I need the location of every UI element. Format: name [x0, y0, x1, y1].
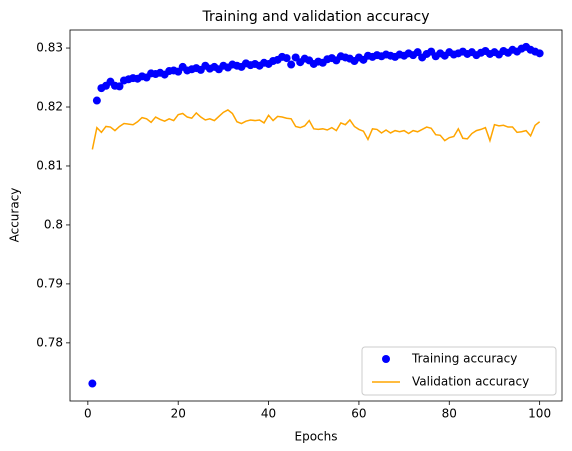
- y-tick-label: 0.8: [44, 217, 63, 231]
- axes-frame: [69, 29, 563, 402]
- training-point: [282, 54, 291, 63]
- x-tick-label: 60: [351, 407, 366, 421]
- y-axis-label: Accuracy: [8, 188, 22, 243]
- x-tick-label: 0: [84, 407, 92, 421]
- y-tick-label: 0.83: [36, 41, 63, 55]
- training-point: [92, 96, 101, 105]
- y-tick-label: 0.79: [36, 276, 63, 290]
- x-tick-label: 80: [442, 407, 457, 421]
- training-point: [287, 60, 296, 69]
- y-tick-label: 0.78: [36, 335, 63, 349]
- x-tick-label: 20: [171, 407, 186, 421]
- x-tick-label: 100: [528, 407, 551, 421]
- training-point: [413, 48, 422, 57]
- legend-label: Validation accuracy: [412, 375, 529, 389]
- x-axis-label: Epochs: [295, 430, 338, 444]
- legend-marker: [382, 355, 390, 363]
- y-tick-label: 0.81: [36, 158, 63, 172]
- legend-label: Training accuracy: [411, 352, 517, 366]
- training-point: [88, 379, 97, 388]
- validation-line: [91, 109, 541, 150]
- training-point: [115, 82, 124, 91]
- legend-box: [361, 346, 557, 396]
- x-tick-label: 40: [261, 407, 276, 421]
- chart-title: Training and validation accuracy: [201, 9, 429, 25]
- y-tick-label: 0.82: [36, 100, 63, 114]
- training-point: [535, 49, 544, 58]
